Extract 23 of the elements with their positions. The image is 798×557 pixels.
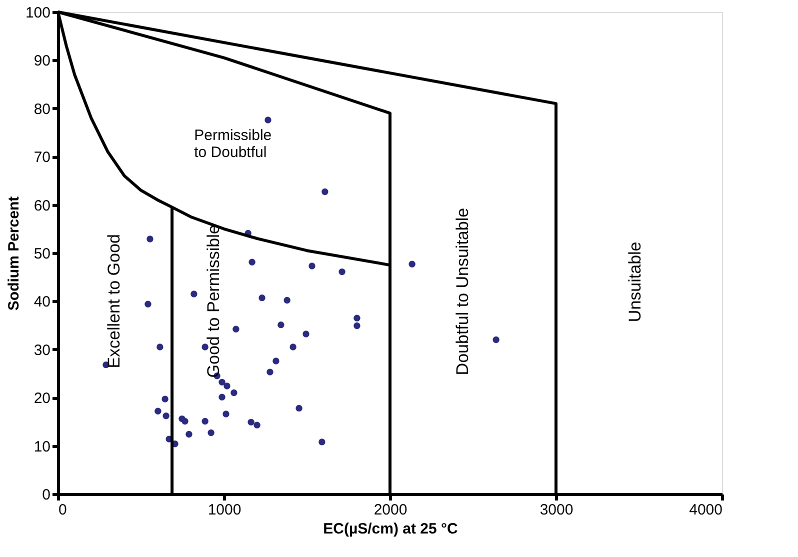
x-tick-label: 0 <box>58 502 67 518</box>
annotation: Unsuitable <box>626 242 645 322</box>
y-tick-label: 100 <box>25 4 50 22</box>
annotation: Permissible to Doubtful <box>194 126 272 161</box>
annotation: Doubtful to Unsuitable <box>453 208 472 376</box>
annotation: Excellent to Good <box>104 234 124 368</box>
y-tick-label: 90 <box>34 52 50 70</box>
y-tick-label: 0 <box>42 486 50 504</box>
annotation: Good to Permissible <box>204 224 224 378</box>
y-tick-label: 10 <box>34 438 50 456</box>
x-axis-title: EC(µS/cm) at 25 °C <box>323 520 458 538</box>
y-tick-label: 30 <box>34 342 50 359</box>
y-tick-label: 20 <box>34 390 50 408</box>
y-tick-label: 40 <box>34 294 50 311</box>
x-tick-label: 1000 <box>208 502 242 518</box>
y-axis-title: Sodium Percent <box>5 196 22 311</box>
x-tick-label: 2000 <box>374 502 408 518</box>
y-tick-label: 80 <box>34 100 50 118</box>
x-tick-label: 4000 <box>689 502 722 518</box>
y-tick-label: 60 <box>34 197 50 214</box>
x-tick-label: 3000 <box>540 502 574 518</box>
y-tick-label: 70 <box>34 149 50 166</box>
y-tick-label: 50 <box>34 246 50 262</box>
